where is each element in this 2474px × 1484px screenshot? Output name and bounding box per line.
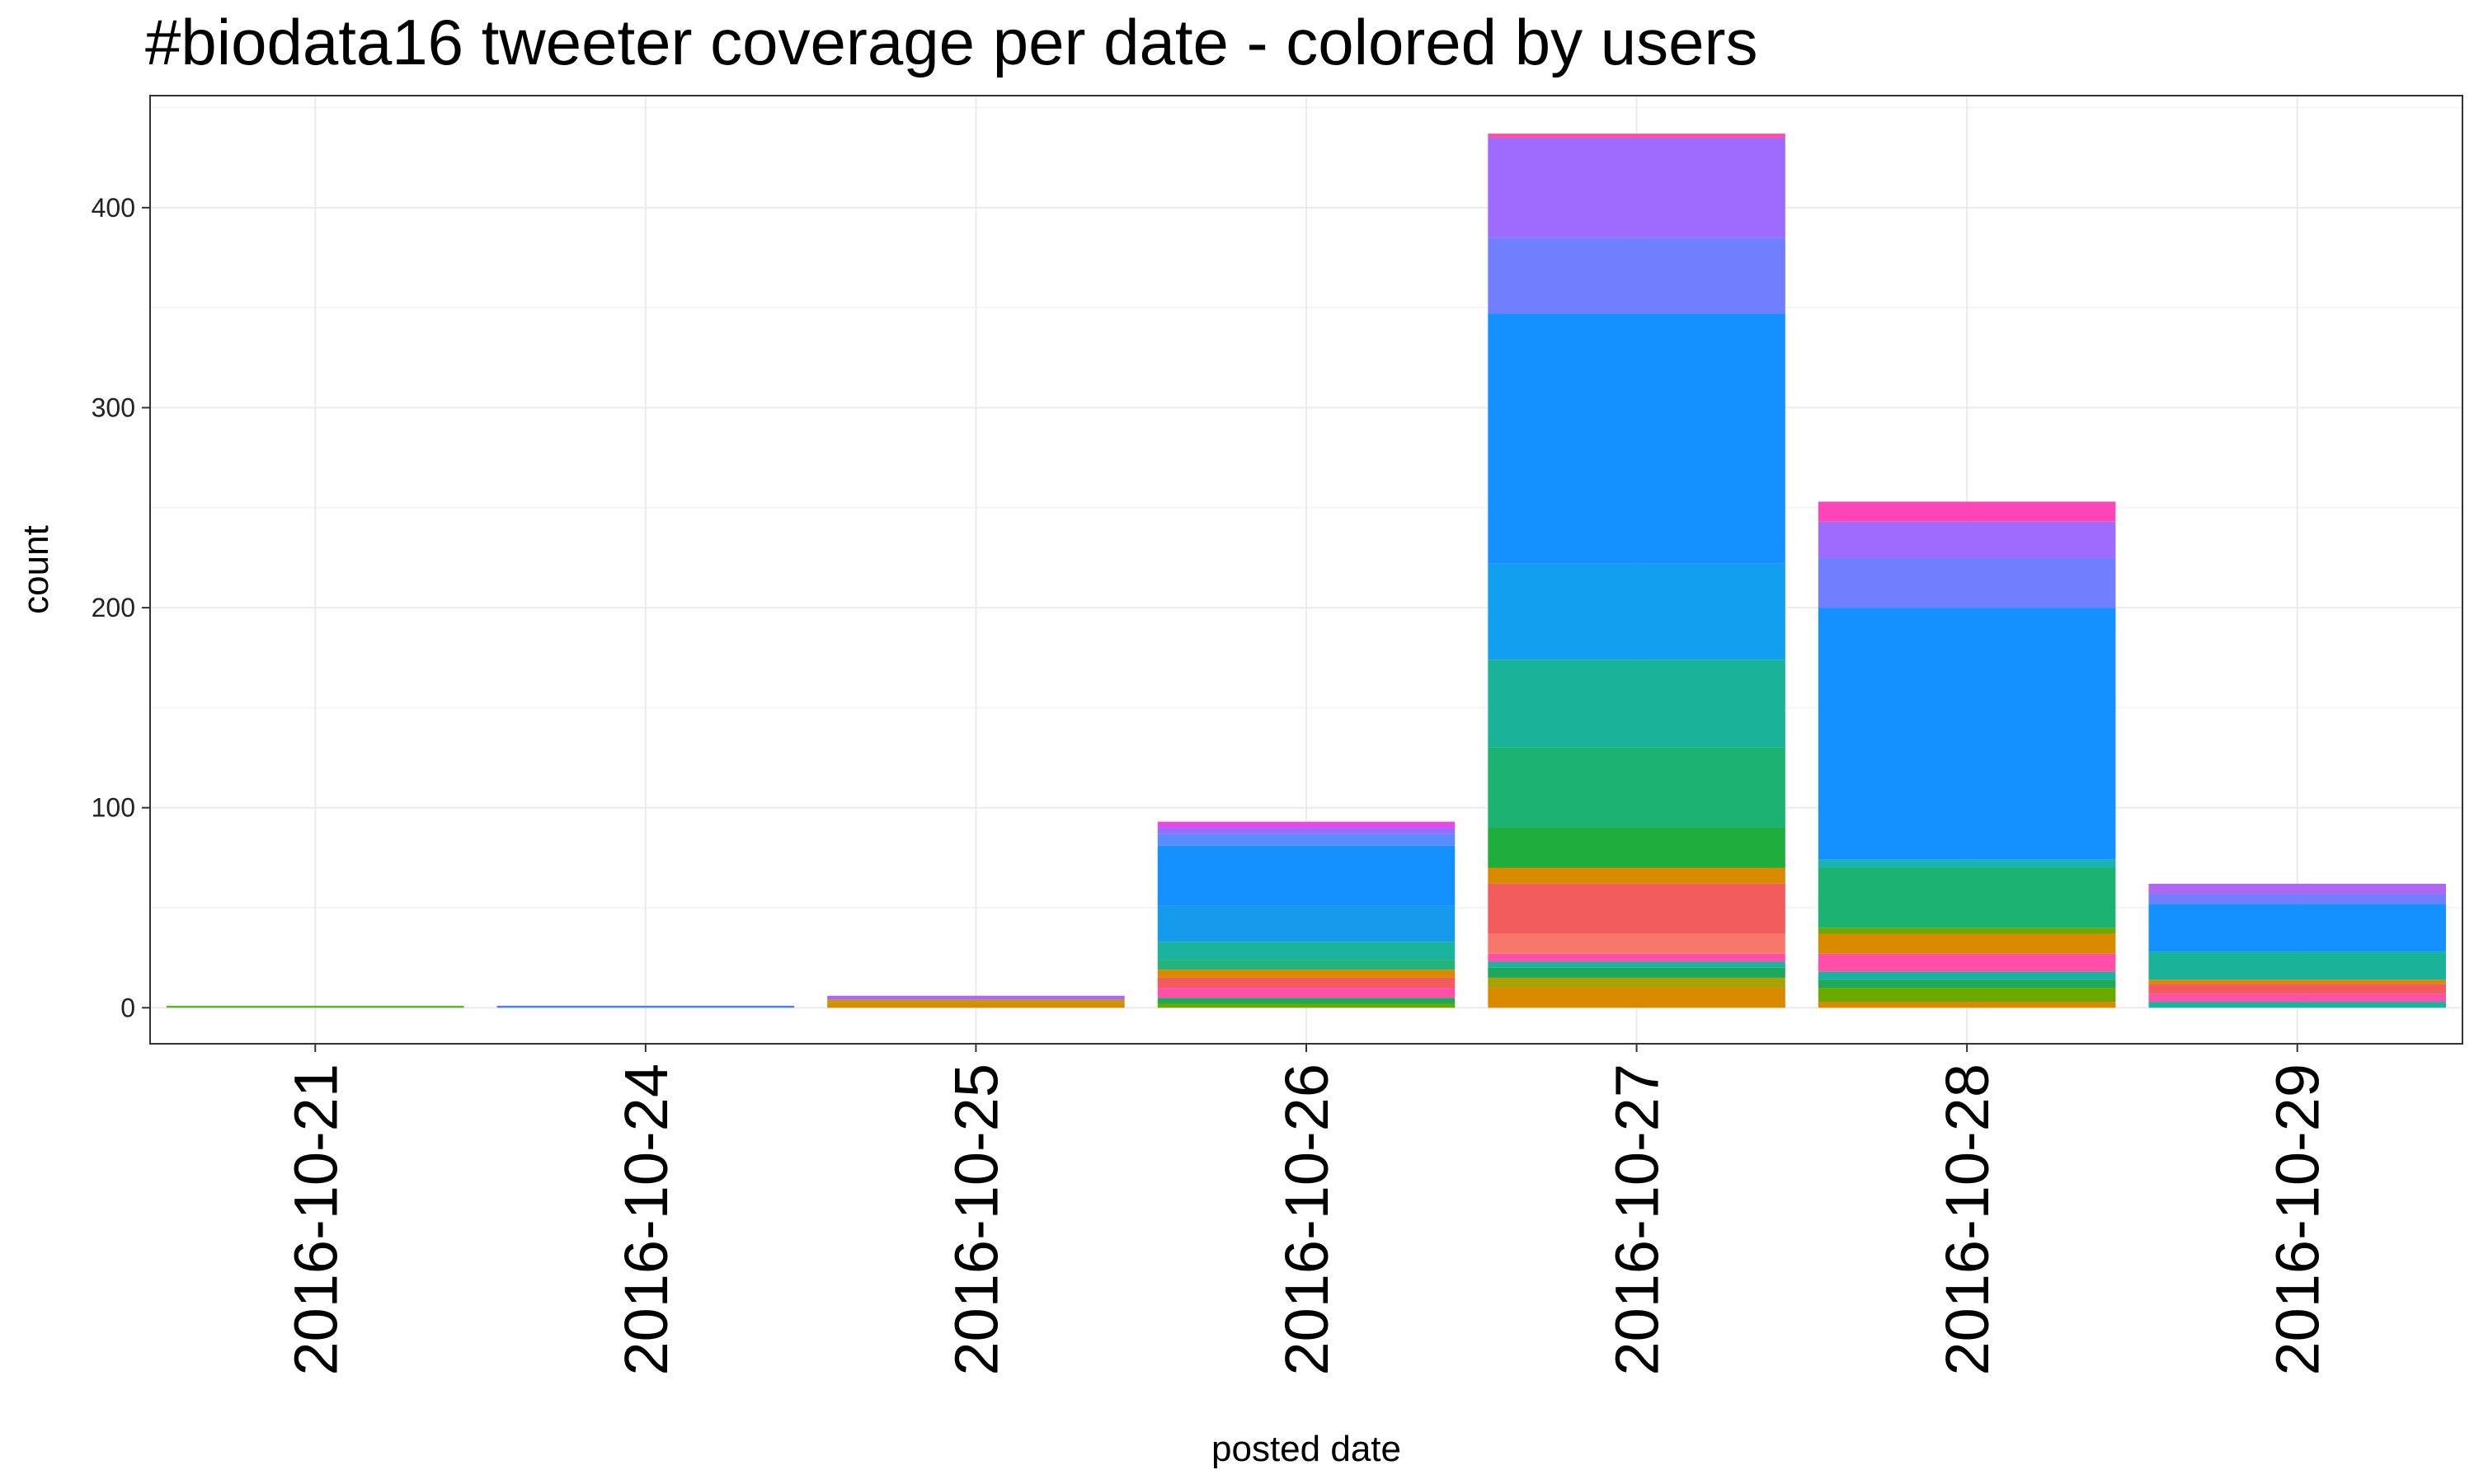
bar-segment	[1818, 867, 2116, 928]
bar-segment	[2148, 951, 2446, 980]
chart-title: #biodata16 tweeter coverage per date - c…	[145, 6, 1758, 78]
bar-segment	[1818, 521, 2116, 558]
bar-segment	[1157, 821, 1456, 828]
bar-stack	[827, 995, 1125, 1008]
x-axis-title: posted date	[1211, 1429, 1401, 1469]
y-tick-label: 100	[92, 793, 135, 823]
x-tick-label: 2016-10-29	[2264, 1064, 2332, 1376]
y-tick-label: 0	[120, 993, 135, 1022]
bar-segment	[1488, 977, 1785, 989]
bar-segment	[1157, 977, 1456, 989]
bar-stack	[1157, 821, 1456, 1008]
bar-segment	[1157, 827, 1456, 834]
bar-segment	[1488, 961, 1785, 968]
bar-segment	[1818, 608, 2116, 860]
bar-segment	[827, 1003, 1125, 1008]
bar-stack	[496, 1005, 795, 1008]
bar-segment	[1157, 988, 1456, 998]
bar-segment	[1488, 563, 1785, 660]
y-tick-label: 300	[92, 392, 135, 422]
bar-segment	[1488, 967, 1785, 978]
bar-segment	[1818, 953, 2116, 972]
bar-segment	[1818, 971, 2116, 980]
bar-segment	[1488, 827, 1785, 868]
bar-segment	[1488, 988, 1785, 1008]
bar-stack	[2148, 883, 2446, 1008]
bar-segment	[2148, 993, 2446, 1003]
bar-segment	[167, 1005, 464, 1008]
bar-segment	[1157, 970, 1456, 978]
bar-segment	[827, 995, 1125, 1000]
y-axis: 0 100 200 300 400	[92, 193, 150, 1022]
bar-segment	[827, 999, 1125, 1004]
bar-segment	[1157, 942, 1456, 960]
bar-segment	[1488, 953, 1785, 962]
bar-segment	[1157, 1003, 1456, 1008]
bar-segment	[1157, 845, 1456, 906]
bar-segment	[1818, 1002, 2116, 1008]
x-axis: 2016-10-21 2016-10-24 2016-10-25 2016-10-26…	[281, 1044, 2332, 1376]
x-tick-label: 2016-10-26	[1272, 1064, 1341, 1376]
bar-segment	[1488, 313, 1785, 564]
x-tick-label: 2016-10-24	[612, 1064, 680, 1376]
bar-segment	[496, 1005, 795, 1008]
y-axis-title: count	[16, 525, 56, 614]
bar-segment	[2148, 904, 2446, 952]
bar-segment	[1488, 137, 1785, 238]
bar-segment	[1488, 867, 1785, 884]
bar-segment	[1488, 747, 1785, 828]
bar-segment	[1818, 501, 2116, 522]
y-tick-label: 200	[92, 593, 135, 622]
x-tick-label: 2016-10-21	[281, 1064, 350, 1376]
bar-segment	[1157, 960, 1456, 970]
bar-stack	[1488, 134, 1785, 1008]
x-tick-label: 2016-10-25	[942, 1064, 1010, 1376]
bar-segment	[1157, 905, 1456, 942]
bar-segment	[1488, 883, 1785, 934]
bar-segment	[2148, 1002, 2446, 1008]
bar-segment	[1488, 933, 1785, 954]
bar-segment	[1157, 834, 1456, 846]
bar-segment	[2148, 984, 2446, 994]
x-tick-label: 2016-10-28	[1933, 1064, 2001, 1376]
bar-segment	[1488, 660, 1785, 748]
bar-segment	[1818, 859, 2116, 868]
bar-segment	[1488, 134, 1785, 138]
panel-border	[149, 95, 2463, 1045]
bars-layer	[167, 134, 2446, 1008]
bar-segment	[1157, 998, 1456, 1004]
y-tick-label: 400	[92, 193, 135, 223]
bar-segment	[1818, 557, 2116, 608]
bar-segment	[2148, 979, 2446, 984]
bar-segment	[2148, 883, 2446, 895]
x-tick-label: 2016-10-27	[1603, 1064, 1672, 1376]
bar-segment	[1818, 928, 2116, 934]
bar-segment	[2148, 894, 2446, 904]
bar-segment	[1818, 979, 2116, 989]
bar-segment	[1818, 933, 2116, 954]
bar-segment	[1488, 237, 1785, 314]
bar-stack	[1818, 501, 2116, 1008]
bar-segment	[1818, 988, 2116, 1003]
bar-stack	[167, 1005, 464, 1008]
